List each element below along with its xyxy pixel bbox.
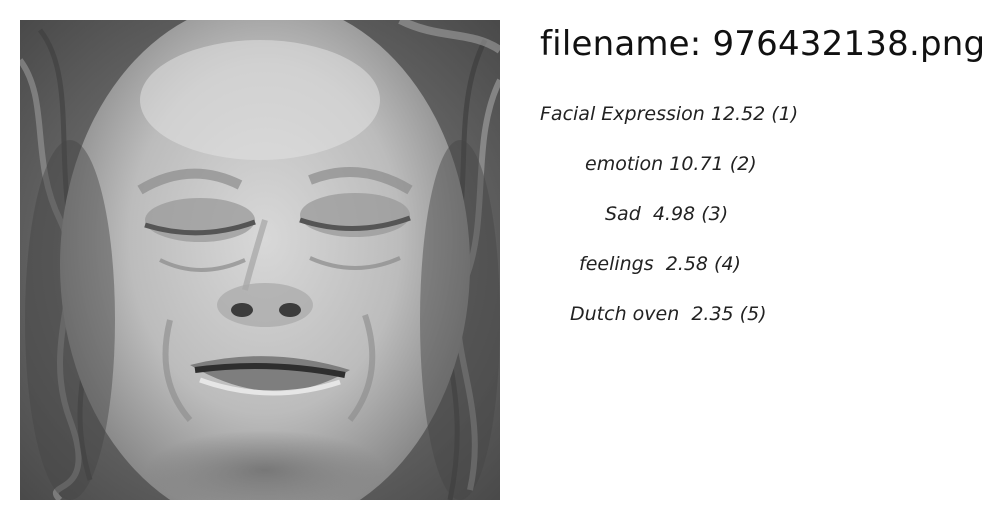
prediction-label-3: Sad 4.98 (3) bbox=[605, 203, 729, 225]
prediction-label-1: Facial Expression 12.52 (1) bbox=[540, 103, 799, 125]
prediction-label-2: emotion 10.71 (2) bbox=[585, 153, 757, 175]
prediction-label-5: Dutch oven 2.35 (5) bbox=[570, 303, 767, 325]
prediction-label-4: feelings 2.58 (4) bbox=[579, 253, 741, 275]
face-photo-graphic bbox=[20, 20, 500, 500]
filename-label: filename: 976432138.png bbox=[540, 24, 986, 64]
face-photo bbox=[20, 20, 500, 500]
